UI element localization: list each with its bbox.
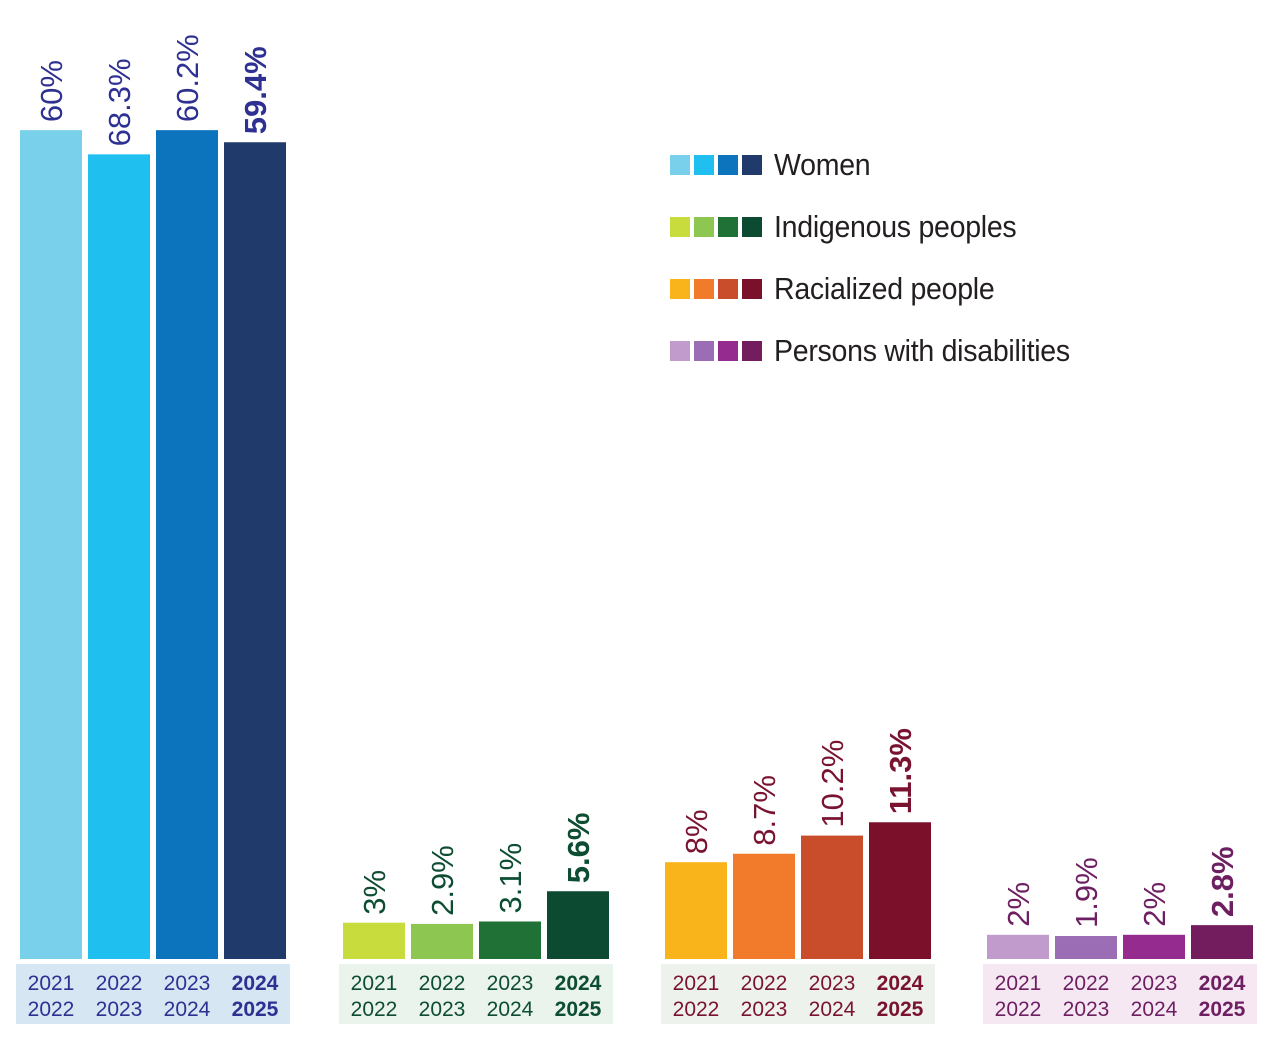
value-label-women-3: 59.4% (238, 46, 273, 134)
category-label-racialized-people-2-1: 2024 (809, 998, 856, 1021)
value-label-racialized-people-2: 10.2% (815, 740, 850, 828)
bar-racialized-people-1 (733, 853, 795, 959)
category-label-women-2-1: 2024 (164, 998, 211, 1021)
legend-swatch (694, 279, 714, 299)
category-band-persons-with-disabilities (983, 964, 1257, 1024)
value-label-racialized-people-0: 8% (679, 809, 714, 854)
value-label-persons-with-disabilities-3: 2.8% (1205, 846, 1240, 917)
legend-swatch (742, 217, 762, 237)
category-label-women-1-1: 2023 (96, 998, 143, 1021)
category-label-racialized-people-0-1: 2022 (673, 998, 720, 1021)
category-label-racialized-people-3-0: 2024 (877, 972, 924, 995)
category-band-women (16, 964, 290, 1024)
value-label-indigenous-peoples-0: 3% (357, 870, 392, 915)
category-label-indigenous-peoples-1-0: 2022 (419, 972, 466, 995)
category-label-indigenous-peoples-0-1: 2022 (351, 998, 398, 1021)
bar-women-3 (224, 142, 286, 959)
legend-swatch (694, 217, 714, 237)
value-label-women-0: 60% (34, 60, 69, 122)
legend-swatch (718, 217, 738, 237)
bar-racialized-people-2 (801, 835, 863, 959)
legend-swatch (694, 341, 714, 361)
bar-persons-with-disabilities-0 (987, 934, 1049, 959)
legend-label-indigenous-peoples: Indigenous peoples (774, 209, 1017, 244)
category-label-racialized-people-3-1: 2025 (877, 998, 924, 1021)
legend-swatches-indigenous-peoples (670, 217, 762, 237)
legend-label-persons-with-disabilities: Persons with disabilities (774, 333, 1070, 368)
legend-swatch (742, 155, 762, 175)
category-label-women-0-1: 2022 (28, 998, 75, 1021)
category-band-racialized-people (661, 964, 935, 1024)
legend-label-racialized-people: Racialized people (774, 271, 995, 306)
bar-indigenous-peoples-3 (547, 891, 609, 959)
category-label-persons-with-disabilities-1-1: 2023 (1063, 998, 1110, 1021)
legend-swatch (742, 341, 762, 361)
legend: Women Indigenous peoples Racialized peop… (670, 145, 1096, 393)
category-label-persons-with-disabilities-1-0: 2022 (1063, 972, 1110, 995)
category-label-racialized-people-1-0: 2022 (741, 972, 788, 995)
category-band-indigenous-peoples (339, 964, 613, 1024)
bar-persons-with-disabilities-3 (1191, 925, 1253, 959)
bar-indigenous-peoples-0 (343, 922, 405, 959)
category-label-persons-with-disabilities-2-1: 2024 (1131, 998, 1178, 1021)
bar-racialized-people-3 (869, 822, 931, 959)
category-label-women-0-0: 2021 (28, 972, 75, 995)
value-label-persons-with-disabilities-2: 2% (1137, 882, 1172, 927)
category-label-women-3-1: 2025 (232, 998, 279, 1021)
legend-swatches-women (670, 155, 762, 175)
value-label-persons-with-disabilities-1: 1.9% (1069, 857, 1104, 928)
category-label-women-2-0: 2023 (164, 972, 211, 995)
bar-indigenous-peoples-2 (479, 921, 541, 959)
category-label-persons-with-disabilities-2-0: 2023 (1131, 972, 1178, 995)
legend-item-persons-with-disabilities: Persons with disabilities (670, 331, 1096, 371)
category-label-persons-with-disabilities-3-1: 2025 (1199, 998, 1246, 1021)
value-label-indigenous-peoples-1: 2.9% (425, 845, 460, 916)
legend-swatch (718, 155, 738, 175)
bar-persons-with-disabilities-1 (1055, 936, 1117, 959)
value-label-indigenous-peoples-2: 3.1% (493, 843, 528, 914)
legend-swatches-persons-with-disabilities (670, 341, 762, 361)
bar-indigenous-peoples-1 (411, 923, 473, 959)
legend-item-indigenous-peoples: Indigenous peoples (670, 207, 1096, 247)
legend-swatch (742, 279, 762, 299)
bar-women-1 (88, 154, 150, 960)
category-label-indigenous-peoples-3-1: 2025 (555, 998, 602, 1021)
category-label-indigenous-peoples-3-0: 2024 (555, 972, 602, 995)
category-label-indigenous-peoples-2-0: 2023 (487, 972, 534, 995)
bar-women-2 (156, 130, 218, 959)
value-label-women-1: 68.3% (102, 58, 137, 146)
category-label-racialized-people-2-0: 2023 (809, 972, 856, 995)
category-label-women-1-0: 2022 (96, 972, 143, 995)
category-label-persons-with-disabilities-0-0: 2021 (995, 972, 1042, 995)
legend-swatch (694, 155, 714, 175)
category-label-racialized-people-0-0: 2021 (673, 972, 720, 995)
legend-swatch (718, 279, 738, 299)
value-label-persons-with-disabilities-0: 2% (1001, 882, 1036, 927)
legend-swatch (670, 155, 690, 175)
value-label-racialized-people-3: 11.3% (883, 728, 918, 814)
value-label-women-2: 60.2% (170, 34, 205, 122)
bar-women-0 (20, 130, 82, 959)
category-label-indigenous-peoples-0-0: 2021 (351, 972, 398, 995)
category-label-racialized-people-1-1: 2023 (741, 998, 788, 1021)
legend-label-women: Women (774, 147, 871, 182)
bar-racialized-people-0 (665, 862, 727, 959)
category-label-indigenous-peoples-1-1: 2023 (419, 998, 466, 1021)
legend-swatch (718, 341, 738, 361)
category-label-indigenous-peoples-2-1: 2024 (487, 998, 534, 1021)
legend-swatches-racialized-people (670, 279, 762, 299)
legend-swatch (670, 279, 690, 299)
category-label-persons-with-disabilities-3-0: 2024 (1199, 972, 1246, 995)
category-label-persons-with-disabilities-0-1: 2022 (995, 998, 1042, 1021)
legend-swatch (670, 341, 690, 361)
category-label-women-3-0: 2024 (232, 972, 279, 995)
legend-item-women: Women (670, 145, 1096, 185)
value-label-racialized-people-1: 8.7% (747, 775, 782, 846)
value-label-indigenous-peoples-3: 5.6% (561, 813, 596, 884)
legend-item-racialized-people: Racialized people (670, 269, 1096, 309)
legend-swatch (670, 217, 690, 237)
bar-persons-with-disabilities-2 (1123, 934, 1185, 959)
